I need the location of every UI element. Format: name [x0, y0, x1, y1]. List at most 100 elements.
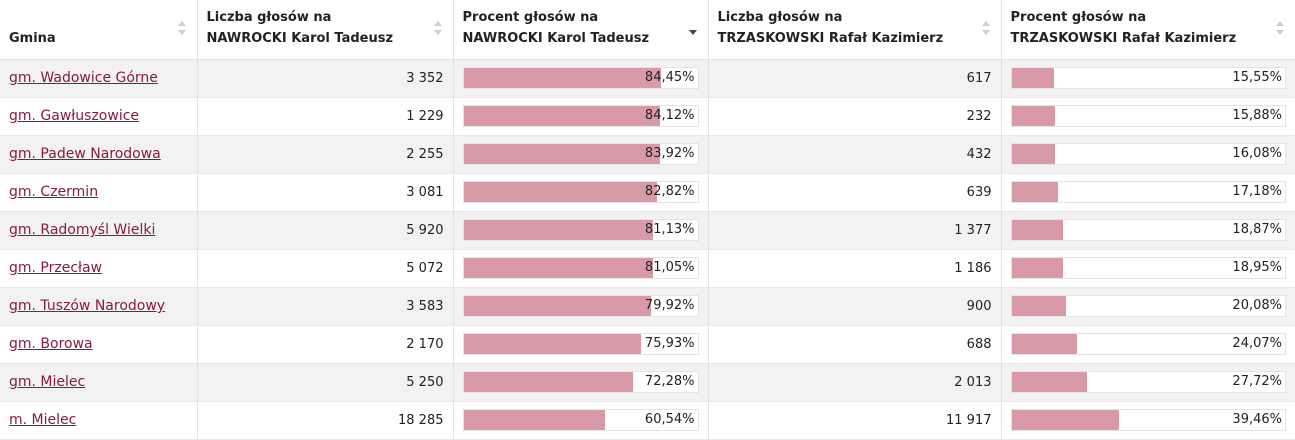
- gmina-link[interactable]: gm. Czermin: [9, 184, 99, 200]
- nawrocki-percent-fill: [463, 182, 658, 202]
- table-row: m. Mielec 18 285 60,54% 11 917 39,46%: [0, 401, 1295, 440]
- cell-trzaskowski-percent: 16,08%: [1001, 135, 1295, 174]
- cell-gmina: gm. Padew Narodowa: [0, 135, 198, 174]
- trzaskowski-percent-bar: 39,46%: [1010, 409, 1286, 431]
- nawrocki-percent-bar: 75,93%: [462, 333, 699, 355]
- trzaskowski-percent-bar: 27,72%: [1010, 371, 1286, 393]
- trzaskowski-percent-fill: [1011, 68, 1055, 88]
- nawrocki-percent-bar: 83,92%: [462, 143, 699, 165]
- cell-trzaskowski-percent: 24,07%: [1001, 325, 1295, 364]
- trzaskowski-percent-bar: 24,07%: [1010, 333, 1286, 355]
- trzaskowski-votes-value: 232: [966, 108, 992, 124]
- gmina-link[interactable]: gm. Radomyśl Wielki: [9, 222, 156, 238]
- nawrocki-percent-fill: [463, 410, 606, 430]
- table-row: gm. Gawłuszowice 1 229 84,12% 232 15,88%: [0, 97, 1295, 136]
- gmina-link[interactable]: gm. Padew Narodowa: [9, 146, 161, 162]
- trzaskowski-percent-label: 27,72%: [1232, 374, 1282, 389]
- nawrocki-percent-bar: 82,82%: [462, 181, 699, 203]
- cell-nawrocki-votes: 2 255: [197, 135, 454, 174]
- trzaskowski-percent-bar: 15,55%: [1010, 67, 1286, 89]
- trzaskowski-percent-bar: 16,08%: [1010, 143, 1286, 165]
- header-trzaskowski-percent[interactable]: Procent głosów na TRZASKOWSKI Rafał Kazi…: [1001, 0, 1295, 60]
- nawrocki-percent-fill: [463, 258, 654, 278]
- nawrocki-votes-value: 5 250: [406, 374, 444, 390]
- header-trzaskowski-votes[interactable]: Liczba głosów na TRZASKOWSKI Rafał Kazim…: [708, 0, 1002, 60]
- nawrocki-votes-value: 3 081: [406, 184, 444, 200]
- nawrocki-percent-bar: 84,12%: [462, 105, 699, 127]
- nawrocki-percent-fill: [463, 106, 661, 126]
- nawrocki-percent-label: 83,92%: [644, 146, 695, 161]
- nawrocki-percent-label: 72,28%: [644, 374, 695, 389]
- header-label-line1: Procent głosów na: [462, 9, 599, 25]
- cell-gmina: gm. Wadowice Górne: [0, 59, 198, 98]
- sort-desc-icon[interactable]: [688, 21, 697, 37]
- cell-nawrocki-votes: 18 285: [197, 401, 454, 440]
- cell-nawrocki-votes: 5 072: [197, 249, 454, 288]
- table-row: gm. Mielec 5 250 72,28% 2 013 27,72%: [0, 363, 1295, 402]
- header-label-line1: Liczba głosów na: [717, 9, 843, 25]
- cell-gmina: m. Mielec: [0, 401, 198, 440]
- cell-nawrocki-percent: 81,05%: [453, 249, 709, 288]
- nawrocki-percent-fill: [463, 296, 651, 316]
- cell-gmina: gm. Tuszów Narodowy: [0, 287, 198, 326]
- trzaskowski-percent-fill: [1011, 106, 1055, 126]
- sort-icon[interactable]: [981, 21, 990, 37]
- cell-trzaskowski-percent: 18,95%: [1001, 249, 1295, 288]
- nawrocki-votes-value: 1 229: [406, 108, 444, 124]
- cell-gmina: gm. Przecław: [0, 249, 198, 288]
- header-nawrocki-percent[interactable]: Procent głosów na NAWROCKI Karol Tadeusz: [453, 0, 709, 60]
- gmina-link[interactable]: gm. Przecław: [9, 260, 103, 276]
- trzaskowski-percent-bar: 17,18%: [1010, 181, 1286, 203]
- sort-icon[interactable]: [1276, 21, 1284, 37]
- nawrocki-percent-bar: 84,45%: [462, 67, 699, 89]
- cell-gmina: gm. Gawłuszowice: [0, 97, 198, 136]
- header-label-line2: NAWROCKI Karol Tadeusz: [206, 30, 394, 46]
- cell-nawrocki-percent: 82,82%: [453, 173, 709, 212]
- trzaskowski-percent-label: 20,08%: [1232, 298, 1282, 313]
- sort-icon[interactable]: [433, 21, 442, 37]
- header-label-line1: Liczba głosów na: [206, 9, 332, 25]
- header-label-line2: NAWROCKI Karol Tadeusz: [462, 30, 650, 46]
- cell-trzaskowski-votes: 2 013: [708, 363, 1002, 402]
- cell-nawrocki-percent: 60,54%: [453, 401, 709, 440]
- trzaskowski-percent-bar: 15,88%: [1010, 105, 1286, 127]
- cell-trzaskowski-percent: 20,08%: [1001, 287, 1295, 326]
- cell-trzaskowski-votes: 432: [708, 135, 1002, 174]
- header-row: Gmina Liczba głosów na NAWROCKI Karol Ta…: [0, 0, 1295, 60]
- trzaskowski-percent-label: 24,07%: [1232, 336, 1282, 351]
- cell-nawrocki-percent: 84,12%: [453, 97, 709, 136]
- gmina-link[interactable]: gm. Wadowice Górne: [9, 70, 158, 86]
- nawrocki-votes-value: 5 920: [406, 222, 444, 238]
- table-row: gm. Czermin 3 081 82,82% 639 17,18%: [0, 173, 1295, 212]
- trzaskowski-votes-value: 2 013: [954, 374, 992, 390]
- trzaskowski-votes-value: 1 186: [954, 260, 992, 276]
- nawrocki-percent-fill: [463, 68, 662, 88]
- gmina-link[interactable]: gm. Borowa: [9, 336, 93, 352]
- nawrocki-percent-label: 84,12%: [644, 108, 695, 123]
- table-row: gm. Tuszów Narodowy 3 583 79,92% 900 20,08%: [0, 287, 1295, 326]
- trzaskowski-votes-value: 1 377: [954, 222, 992, 238]
- header-nawrocki-votes[interactable]: Liczba głosów na NAWROCKI Karol Tadeusz: [197, 0, 454, 60]
- nawrocki-votes-value: 18 285: [398, 412, 444, 428]
- gmina-link[interactable]: m. Mielec: [9, 412, 77, 428]
- cell-nawrocki-votes: 5 250: [197, 363, 454, 402]
- cell-trzaskowski-votes: 11 917: [708, 401, 1002, 440]
- gmina-link[interactable]: gm. Mielec: [9, 374, 86, 390]
- trzaskowski-votes-value: 432: [966, 146, 992, 162]
- cell-nawrocki-percent: 84,45%: [453, 59, 709, 98]
- gmina-link[interactable]: gm. Tuszów Narodowy: [9, 298, 166, 314]
- nawrocki-percent-label: 81,05%: [644, 260, 695, 275]
- trzaskowski-votes-value: 11 917: [946, 412, 992, 428]
- nawrocki-percent-bar: 79,92%: [462, 295, 699, 317]
- nawrocki-votes-value: 2 255: [406, 146, 444, 162]
- trzaskowski-percent-fill: [1011, 258, 1064, 278]
- cell-trzaskowski-votes: 617: [708, 59, 1002, 98]
- nawrocki-percent-bar: 60,54%: [462, 409, 699, 431]
- header-gmina[interactable]: Gmina: [0, 0, 198, 60]
- nawrocki-percent-bar: 81,13%: [462, 219, 699, 241]
- nawrocki-percent-fill: [463, 144, 660, 164]
- nawrocki-votes-value: 5 072: [406, 260, 444, 276]
- gmina-link[interactable]: gm. Gawłuszowice: [9, 108, 140, 124]
- sort-icon[interactable]: [177, 21, 186, 37]
- trzaskowski-percent-label: 18,87%: [1232, 222, 1282, 237]
